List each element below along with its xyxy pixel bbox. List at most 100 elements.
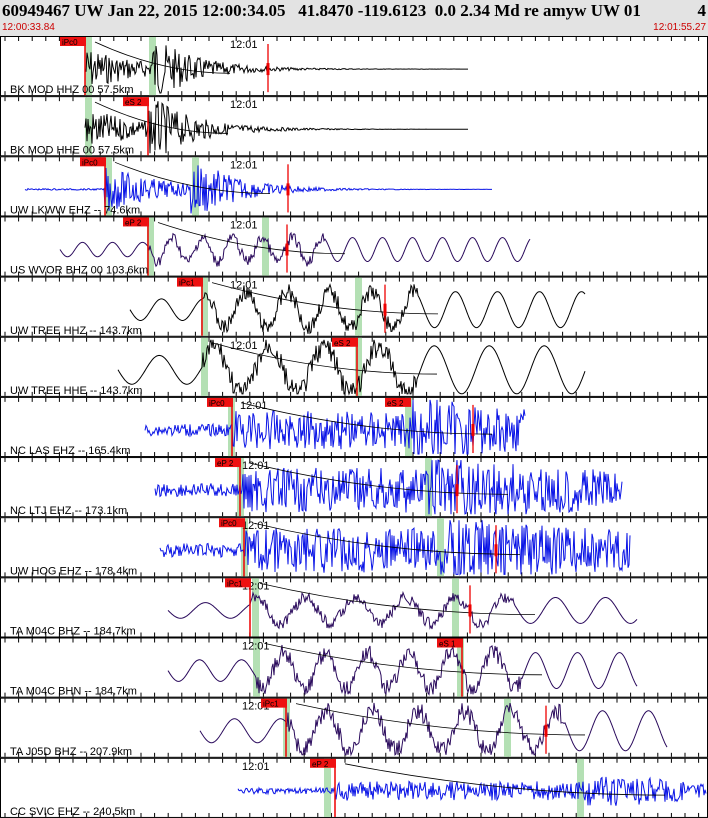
trace-row[interactable]: 12:01 iPc0 BK MOD HHZ 00 57.5km xyxy=(0,36,708,97)
amplitude-mark-box xyxy=(494,544,498,557)
pick-flag[interactable] xyxy=(225,578,251,588)
station-label: TA J05D BHZ -- 207.9km xyxy=(10,746,132,758)
minute-tick-label: 12:01 xyxy=(230,340,258,352)
pick-flag[interactable] xyxy=(310,758,336,768)
trace-row[interactable]: 12:01 iPc0 UW HOG EHZ -- 178.4km xyxy=(0,517,708,578)
station-label: UW LKWW EHZ -- 74.6km xyxy=(10,204,140,216)
minute-tick-label: 12:01 xyxy=(230,99,258,111)
header-count: 4 xyxy=(697,1,707,20)
waveform xyxy=(199,702,668,757)
waveform xyxy=(129,283,586,335)
pick-label: eS 1 xyxy=(439,640,456,649)
travel-time-curve xyxy=(157,222,346,255)
travel-time-curve xyxy=(94,41,231,74)
amplitude-mark-box xyxy=(266,63,270,76)
pick-flag[interactable] xyxy=(437,638,463,648)
station-label: UW TREE HHE -- 143.7km xyxy=(10,385,142,397)
station-label: US WVOR BHZ 00 103.6km xyxy=(10,265,148,277)
waveform xyxy=(159,520,631,576)
travel-time-curve xyxy=(241,402,493,435)
amplitude-mark-box xyxy=(468,604,472,617)
waveform xyxy=(84,45,468,94)
pick-label: iPc1 xyxy=(263,700,279,709)
pick-flag[interactable] xyxy=(177,277,203,287)
waveform xyxy=(167,644,638,696)
minute-tick-label: 12:01 xyxy=(242,761,270,773)
pick-flag[interactable] xyxy=(261,698,287,708)
pick-label: iPc1 xyxy=(227,579,243,588)
travel-time-curve xyxy=(295,703,586,736)
pick-flag[interactable] xyxy=(123,97,149,107)
station-label: BK MOD HHE 00 57.5km xyxy=(10,144,134,156)
pick-window xyxy=(262,217,269,276)
minute-tick-label: 12:01 xyxy=(242,460,270,472)
pick-label: iPc0 xyxy=(209,399,225,408)
travel-time-curve xyxy=(253,522,521,555)
pick-flag[interactable] xyxy=(219,518,245,528)
waveform xyxy=(154,459,623,515)
minute-tick-label: 12:01 xyxy=(242,520,270,532)
pick-window xyxy=(405,397,412,457)
pick-label: eS 2 xyxy=(387,399,404,408)
travel-time-curve xyxy=(211,342,438,375)
event-header: 60949467 UW Jan 22, 2015 12:00:34.05 41.… xyxy=(0,0,708,36)
travel-time-curve xyxy=(264,643,543,676)
travel-time-curve xyxy=(114,161,271,194)
pick-window xyxy=(253,638,260,697)
pick-flag[interactable] xyxy=(80,157,106,167)
station-label: UW TREE HHZ -- 143.7km xyxy=(10,325,142,337)
seismogram-panel[interactable]: 12:01 iPc0 BK MOD HHZ 00 57.5km 12:01 eS 2 BK… xyxy=(0,36,708,818)
trace-row[interactable]: 12:01 iPc0 UW LKWW EHZ -- 74.6km xyxy=(0,156,708,217)
trace-row[interactable]: 12:01 eS 2 BK MOD HHE 00 57.5km xyxy=(0,96,708,157)
pick-flag[interactable] xyxy=(123,217,149,227)
pick-window xyxy=(452,578,459,637)
pick-flag[interactable] xyxy=(332,337,358,347)
trace-row[interactable]: 12:01 eP 2 NC LTJ EHZ -- 173.1km xyxy=(0,457,708,518)
minute-tick-label: 12:01 xyxy=(230,219,258,231)
travel-time-curve xyxy=(344,763,666,796)
minute-tick-label: 12:01 xyxy=(230,159,258,171)
minute-tick-label: 12:01 xyxy=(230,39,258,51)
pick-window xyxy=(504,698,511,757)
trace-row[interactable]: 12:01 eP 2 US WVOR BHZ 00 103.6km xyxy=(0,216,708,277)
pick-label: eP 2 xyxy=(217,459,234,468)
pick-window xyxy=(201,277,208,336)
pick-window xyxy=(149,37,156,96)
pick-label: iPc0 xyxy=(62,38,78,47)
pick-flag[interactable] xyxy=(385,397,411,407)
waveform xyxy=(144,399,526,455)
amplitude-mark-box xyxy=(544,724,548,737)
pick-label: iPc1 xyxy=(179,279,195,288)
travel-time-curve xyxy=(211,282,439,315)
waveform xyxy=(117,339,586,396)
pick-window xyxy=(252,578,259,637)
station-label: UW HOG EHZ -- 178.4km xyxy=(10,565,137,577)
start-time: 12:00:33.84 xyxy=(2,22,55,33)
pick-window xyxy=(355,337,362,396)
pick-label: eP 2 xyxy=(125,218,142,227)
pick-flag[interactable] xyxy=(215,458,241,468)
trace-row[interactable]: 12:01 eS 2 UW TREE HHE -- 143.7km xyxy=(0,336,708,397)
end-time: 12:01:55.27 xyxy=(653,22,706,33)
pick-window xyxy=(437,518,444,577)
amplitude-mark-box xyxy=(286,183,290,196)
amplitude-mark-box xyxy=(455,484,459,497)
event-title: 60949467 UW Jan 22, 2015 12:00:34.05 41.… xyxy=(2,1,641,20)
travel-time-curve xyxy=(249,462,509,495)
waveform xyxy=(237,776,707,806)
waveform xyxy=(24,165,492,214)
waveform xyxy=(167,590,638,630)
station-label: TA M04C BHN -- 184.7km xyxy=(10,686,137,698)
trace-row[interactable]: 12:01 eS 1 TA M04C BHN -- 184.7km xyxy=(0,637,708,698)
pick-flag[interactable] xyxy=(207,397,233,407)
amplitude-mark-box xyxy=(471,423,475,436)
pick-label: eS 2 xyxy=(334,339,351,348)
station-label: CC SVIC EHZ -- 240.5km xyxy=(10,806,135,818)
pick-flag[interactable] xyxy=(60,37,86,46)
trace-row[interactable]: 12:01 eP 2 CC SVIC EHZ -- 240.5km xyxy=(0,757,708,818)
waveform xyxy=(59,231,531,268)
